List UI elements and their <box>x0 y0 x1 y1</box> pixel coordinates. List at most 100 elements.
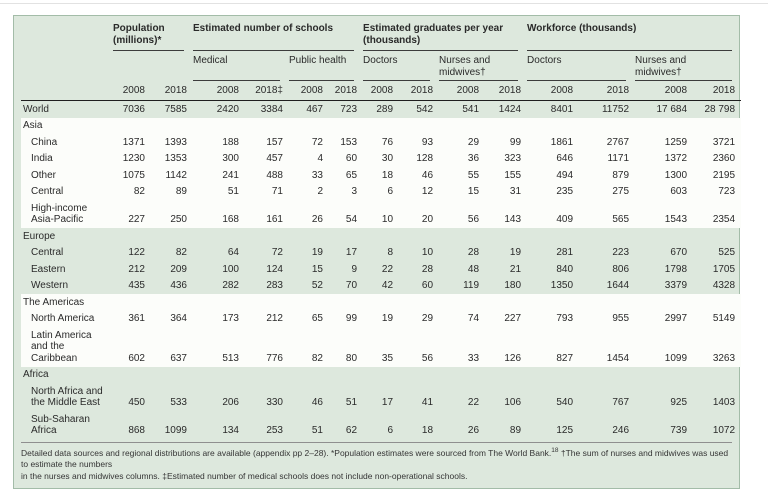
value-cell: 89 <box>151 183 193 200</box>
value-cell: 450 <box>128 397 145 408</box>
value-cell: 1705 <box>712 263 736 275</box>
footnote-text: in the nurses and midwives columns. ‡Est… <box>21 470 468 481</box>
value-cell: 235 <box>527 183 580 200</box>
value-cell: 55 <box>439 167 486 184</box>
year-header: 2008 <box>635 82 694 101</box>
value-cell: 173 <box>193 310 245 327</box>
value-cell: 20 <box>399 200 440 228</box>
value-cell: 246 <box>612 425 630 436</box>
value-cell: 1230 <box>113 150 151 167</box>
value-cell: 513 <box>193 327 245 367</box>
value-cell: 955 <box>579 310 636 327</box>
row-label: India <box>21 150 113 167</box>
value-cell: 1142 <box>151 167 193 184</box>
value-cell: 17 <box>381 397 394 408</box>
subgroup-medical: Medical <box>193 52 289 82</box>
value-cell: 525 <box>718 247 736 258</box>
table-row-world: World 7036 7585 2420 3384 467 723 289 542 541 1424… <box>21 101 741 118</box>
value-cell: 100 <box>222 263 239 275</box>
value-cell: 227 <box>485 310 528 327</box>
value-cell: 925 <box>670 397 688 408</box>
value-cell: 1393 <box>151 134 193 151</box>
group-header-workforce: Workforce (thousands) <box>527 20 741 52</box>
value-cell: 281 <box>556 247 574 258</box>
value-cell: 1072 <box>712 425 736 436</box>
empty-cell <box>21 52 113 82</box>
corner-cell <box>21 20 113 52</box>
value-cell: 134 <box>222 425 239 436</box>
value-cell: 670 <box>670 247 688 258</box>
value-cell: 28 798 <box>704 103 736 115</box>
group-header-row: Population (millions)* Estimated number … <box>21 20 741 52</box>
value-cell: 457 <box>245 150 289 167</box>
value-cell: 10 <box>363 200 400 228</box>
value-cell: 155 <box>485 167 528 184</box>
value-cell: 48 <box>467 263 480 275</box>
value-cell: 31 <box>485 183 528 200</box>
row-label: North Africa and the Middle East <box>31 385 103 409</box>
section-header-row: Africa <box>21 367 741 384</box>
row-label: Other <box>21 167 113 184</box>
subgroup-nurses-workforce: Nurses and midwives† <box>635 52 741 82</box>
value-cell: 29 <box>399 310 440 327</box>
value-cell: 227 <box>113 200 151 228</box>
value-cell: 46 <box>399 167 440 184</box>
regional-health-workforce-table: Population (millions)* Estimated number … <box>13 15 742 489</box>
value-cell: 161 <box>245 200 289 228</box>
value-cell: 488 <box>245 167 289 184</box>
value-cell: 1171 <box>579 150 636 167</box>
value-cell: 62 <box>345 425 358 436</box>
row-label: Sub-Saharan Africa <box>31 413 90 437</box>
value-cell: 125 <box>556 425 574 436</box>
value-cell: 364 <box>151 310 193 327</box>
value-cell: 806 <box>612 263 630 275</box>
value-cell: 646 <box>527 150 580 167</box>
value-cell: 82 <box>113 183 151 200</box>
value-cell: 60 <box>421 280 434 291</box>
value-cell: 435 <box>128 280 145 291</box>
row-label: Central <box>21 183 113 200</box>
value-cell: 1798 <box>664 263 688 275</box>
footnote-reference-superscript: 18 <box>551 447 559 454</box>
subgroup-public-health: Public health <box>289 52 363 82</box>
value-cell: 12 <box>399 183 440 200</box>
year-header: 2008 <box>363 82 400 101</box>
value-cell: 565 <box>579 200 636 228</box>
value-cell: 300 <box>193 150 245 167</box>
year-header: 2008 <box>113 82 151 101</box>
value-cell: 2360 <box>693 150 742 167</box>
value-cell: 2420 <box>216 103 239 115</box>
value-cell: 2997 <box>635 310 694 327</box>
year-header: 2018 <box>399 82 440 101</box>
value-cell: 2 <box>289 183 329 200</box>
year-header: 2018 <box>693 82 742 101</box>
value-cell: 46 <box>311 397 323 408</box>
value-cell: 29 <box>439 134 486 151</box>
value-cell: 739 <box>670 425 688 436</box>
value-cell: 56 <box>439 200 486 228</box>
value-cell: 168 <box>193 200 245 228</box>
value-cell: 54 <box>329 200 364 228</box>
row-label: World <box>23 103 49 115</box>
value-cell: 18 <box>421 425 434 436</box>
value-cell: 122 <box>128 247 145 258</box>
value-cell: 436 <box>170 280 187 291</box>
value-cell: 330 <box>266 397 283 408</box>
value-cell: 540 <box>556 397 574 408</box>
value-cell: 22 <box>467 397 480 408</box>
table-row: North Africa and the Middle East 450 533 20… <box>21 383 741 411</box>
value-cell: 1099 <box>635 327 694 367</box>
value-cell: 542 <box>416 103 434 115</box>
section-header-row: Europe <box>21 228 741 245</box>
table-footnotes: Detailed data sources and regional distr… <box>21 442 732 482</box>
value-cell: 36 <box>439 150 486 167</box>
value-cell: 1099 <box>164 425 187 436</box>
table-body: World 7036 7585 2420 3384 467 723 289 542 541 1424… <box>21 101 742 440</box>
subgroup-header-row: Medical Public health Doctors Nurses and… <box>21 52 741 82</box>
value-cell: 52 <box>311 280 323 291</box>
value-cell: 212 <box>245 310 289 327</box>
value-cell: 26 <box>467 425 480 436</box>
value-cell: 282 <box>222 280 239 291</box>
section-name: Africa <box>23 369 49 380</box>
value-cell: 19 <box>311 247 323 258</box>
